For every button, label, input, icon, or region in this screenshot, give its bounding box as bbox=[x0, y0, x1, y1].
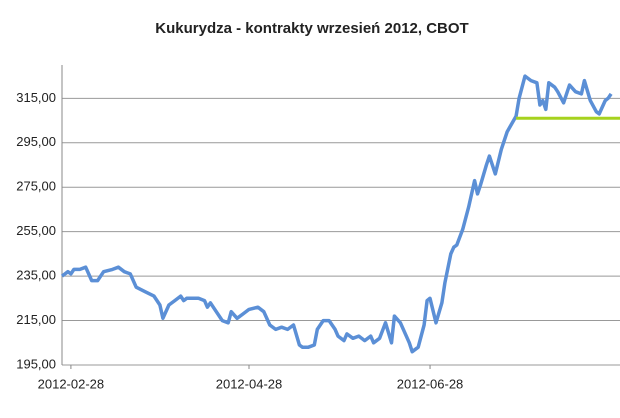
y-tick-label: 235,00 bbox=[16, 268, 56, 283]
x-tick-label: 2012-06-28 bbox=[397, 376, 464, 391]
y-tick-label: 195,00 bbox=[16, 356, 56, 371]
y-tick-label: 215,00 bbox=[16, 312, 56, 327]
y-tick-label: 275,00 bbox=[16, 179, 56, 194]
x-tick-label: 2012-04-28 bbox=[216, 376, 283, 391]
y-tick-label: 295,00 bbox=[16, 134, 56, 149]
x-tick-label: 2012-02-28 bbox=[38, 376, 105, 391]
y-tick-label: 315,00 bbox=[16, 90, 56, 105]
data-line bbox=[60, 74, 613, 354]
chart-title: Kukurydza - kontrakty wrzesień 2012, CBO… bbox=[155, 20, 468, 37]
y-tick-label: 255,00 bbox=[16, 223, 56, 238]
